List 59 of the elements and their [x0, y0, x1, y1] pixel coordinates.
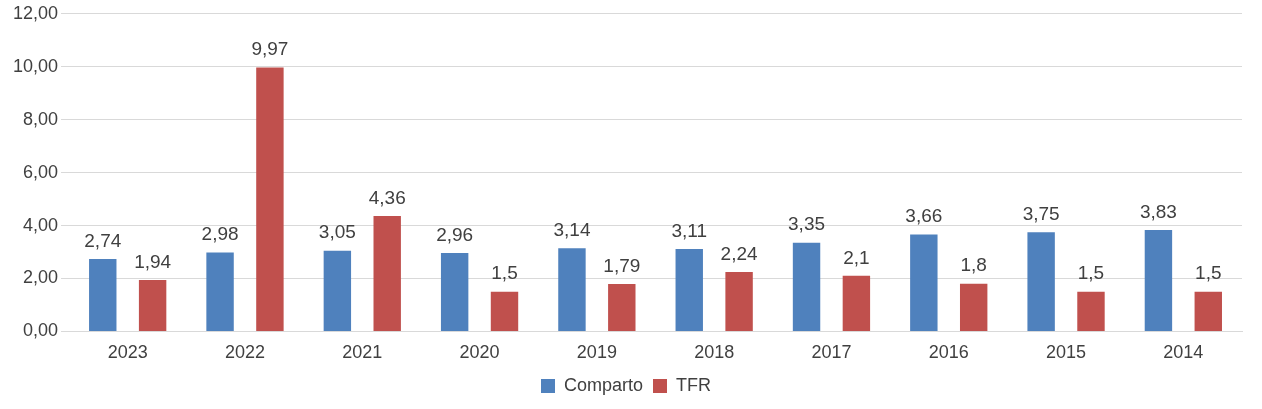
x-tick-label: 2017	[811, 342, 852, 363]
x-tick-label: 2022	[224, 342, 266, 363]
data-label: 1,79	[603, 254, 641, 276]
x-tick-label: 2021	[342, 342, 383, 363]
data-label: 2,1	[843, 246, 870, 268]
bar	[138, 280, 167, 331]
legend-label: Comparto	[563, 374, 644, 395]
data-label: 4,36	[368, 186, 406, 208]
x-tick-label: 2019	[576, 342, 617, 363]
bar	[323, 250, 352, 331]
data-label: 1,5	[1077, 262, 1105, 284]
y-tick-label: 12,00	[13, 2, 59, 23]
bar	[490, 291, 519, 331]
bar	[842, 275, 871, 331]
data-label: 1,94	[134, 250, 172, 272]
bar	[373, 216, 401, 331]
bar	[1027, 232, 1055, 331]
bar	[792, 242, 821, 331]
bar	[910, 234, 938, 331]
data-label: 3,14	[553, 219, 591, 241]
y-tick-label: 0,00	[23, 320, 59, 341]
data-label: 9,97	[251, 38, 289, 60]
bar	[608, 284, 636, 331]
bar	[1194, 291, 1222, 331]
x-tick-label: 2016	[928, 342, 969, 363]
bar	[675, 249, 703, 331]
data-label: 2,74	[84, 229, 122, 251]
data-label: 1,8	[960, 254, 987, 276]
y-tick-label: 4,00	[23, 214, 59, 235]
bar	[89, 258, 117, 331]
bar	[206, 252, 234, 331]
y-tick-label: 6,00	[23, 161, 59, 182]
data-label: 3,35	[788, 213, 826, 235]
bar	[959, 283, 988, 331]
data-label: 3,83	[1139, 200, 1177, 222]
bar	[256, 67, 284, 331]
data-label: 3,75	[1022, 202, 1060, 224]
x-tick-label: 2014	[1163, 342, 1204, 363]
x-tick-label: 2018	[694, 342, 735, 363]
data-label: 1,5	[1195, 262, 1222, 284]
y-tick-label: 10,00	[13, 55, 59, 76]
x-tick-label: 2023	[107, 342, 148, 363]
bar	[725, 272, 753, 331]
bar	[558, 248, 586, 331]
data-label: 2,24	[720, 242, 759, 264]
x-tick-label: 2015	[1046, 342, 1087, 363]
data-label: 1,5	[491, 262, 518, 284]
y-tick-label: 8,00	[23, 108, 59, 129]
data-label: 3,66	[905, 205, 943, 227]
bar	[1077, 291, 1105, 331]
data-label: 2,98	[201, 223, 239, 245]
legend-label: TFR	[676, 374, 712, 395]
data-label: 3,11	[671, 219, 708, 241]
data-label: 3,05	[318, 221, 356, 243]
bar	[1144, 230, 1173, 331]
bar	[440, 253, 469, 331]
data-label: 2,96	[436, 223, 474, 245]
x-tick-label: 2020	[459, 342, 500, 363]
y-tick-label: 2,00	[23, 267, 59, 288]
